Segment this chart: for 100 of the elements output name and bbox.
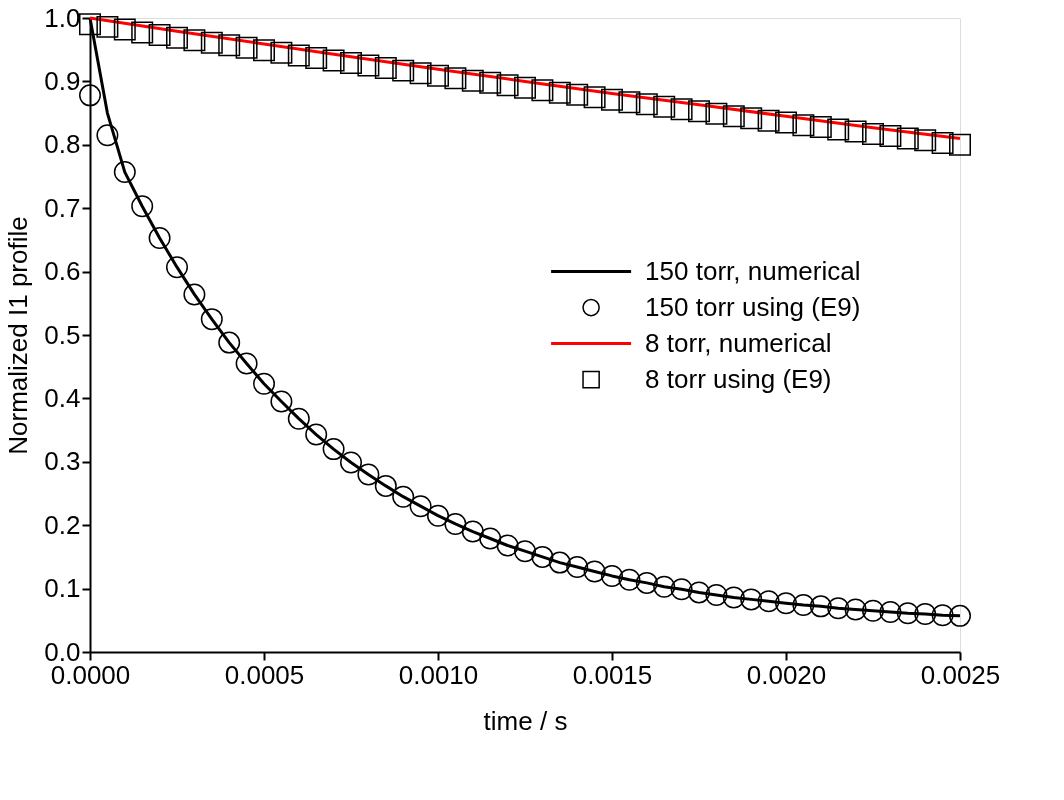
point <box>792 114 815 137</box>
point <box>792 594 815 617</box>
point <box>113 161 136 184</box>
point <box>896 602 919 625</box>
y-tick-label: 0.6 <box>44 256 81 287</box>
point <box>200 31 223 54</box>
point <box>340 52 362 75</box>
point <box>96 124 119 147</box>
legend-label: 8 torr using (E9) <box>645 363 832 394</box>
point <box>287 407 310 430</box>
point <box>740 588 763 611</box>
point <box>775 592 797 615</box>
point <box>844 598 867 621</box>
point <box>374 474 397 497</box>
point <box>827 597 850 620</box>
y-axis-title: Normalized I1 profile <box>3 216 34 455</box>
point <box>287 44 310 67</box>
point <box>305 46 328 69</box>
point <box>740 107 763 130</box>
point <box>340 451 362 474</box>
point <box>131 195 154 218</box>
point <box>79 84 101 107</box>
point <box>357 54 380 77</box>
point <box>305 423 328 446</box>
point <box>148 227 171 249</box>
point <box>635 571 658 594</box>
point <box>827 118 850 141</box>
point <box>844 120 867 143</box>
point <box>479 527 502 550</box>
point <box>479 71 502 94</box>
point <box>548 551 571 574</box>
y-tick-label: 0.0 <box>44 636 81 667</box>
point <box>270 41 293 64</box>
point <box>757 109 780 132</box>
point <box>235 352 258 375</box>
point <box>583 560 606 583</box>
point <box>322 438 345 461</box>
legend-label: 150 torr using (E9) <box>645 291 861 322</box>
point <box>131 21 154 44</box>
point <box>618 568 641 591</box>
point <box>183 283 206 306</box>
y-tick-label: 0.5 <box>44 319 81 350</box>
y-tick-label: 0.9 <box>44 65 81 96</box>
point <box>392 485 415 508</box>
point <box>566 83 589 106</box>
y-tick-label: 1.0 <box>44 2 81 33</box>
point <box>235 36 258 59</box>
point <box>427 504 449 527</box>
point <box>218 331 241 354</box>
point <box>931 604 954 627</box>
point <box>461 69 484 92</box>
point <box>601 88 623 111</box>
point <box>949 604 971 627</box>
point <box>670 98 693 121</box>
x-tick-label: 0.0010 <box>398 659 479 690</box>
point <box>531 79 554 102</box>
y-tick-label: 0.7 <box>44 192 81 223</box>
point <box>392 59 415 82</box>
x-tick-label: 0.0020 <box>746 659 827 690</box>
point <box>949 133 971 156</box>
point <box>166 26 188 49</box>
x-tick-label: 0.0025 <box>920 659 1001 690</box>
point <box>253 39 275 62</box>
point <box>166 256 188 279</box>
point <box>688 581 710 604</box>
point <box>514 540 536 563</box>
point <box>862 123 884 146</box>
point <box>653 95 676 118</box>
legend-label: 8 torr, numerical <box>645 327 832 358</box>
point <box>722 586 745 609</box>
point <box>809 595 832 618</box>
x-tick-label: 0.0005 <box>224 659 305 690</box>
point <box>635 93 658 116</box>
point <box>670 578 693 601</box>
point <box>322 49 345 72</box>
point <box>514 76 536 99</box>
x-axis-title: time / s <box>483 705 568 736</box>
point <box>688 100 710 123</box>
point <box>253 372 275 395</box>
x-tick-label: 0.0015 <box>572 659 653 690</box>
point <box>618 91 641 114</box>
y-tick-label: 0.1 <box>44 573 81 604</box>
point <box>113 18 136 41</box>
point <box>566 556 589 579</box>
point <box>601 564 623 587</box>
point <box>183 29 206 52</box>
point <box>461 520 484 543</box>
point <box>531 545 554 568</box>
y-tick-label: 0.2 <box>44 509 81 540</box>
point <box>96 15 119 38</box>
point <box>653 575 676 598</box>
point <box>148 24 171 47</box>
y-tick-label: 0.3 <box>44 446 81 477</box>
point <box>374 57 397 80</box>
point <box>444 512 467 535</box>
y-tick-label: 0.8 <box>44 129 81 160</box>
point <box>862 599 884 622</box>
point <box>722 105 745 128</box>
point <box>879 124 902 147</box>
point <box>896 127 919 150</box>
